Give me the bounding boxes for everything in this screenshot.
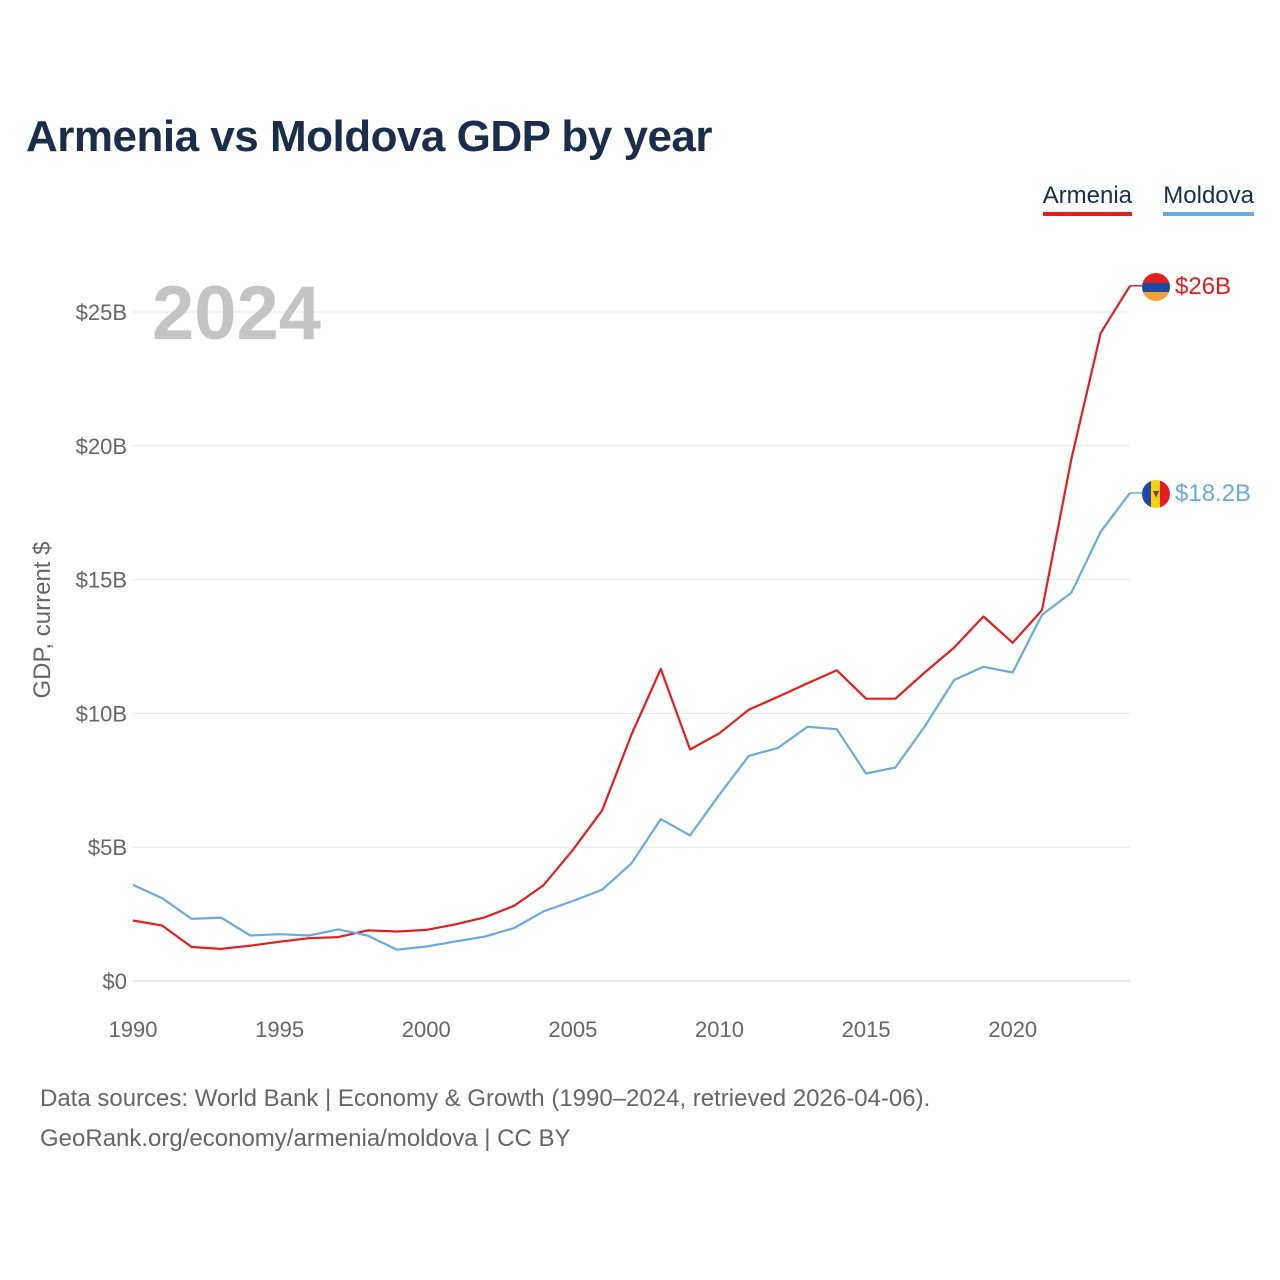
x-tick-label: 1990 bbox=[109, 1017, 158, 1042]
x-tick-label: 2000 bbox=[402, 1017, 451, 1042]
y-tick-label: $0 bbox=[103, 969, 127, 994]
y-tick-label: $5B bbox=[88, 835, 127, 860]
y-axis-label: GDP, current $ bbox=[29, 542, 56, 699]
year-watermark: 2024 bbox=[152, 271, 321, 356]
end-label-armenia: $26B bbox=[1175, 273, 1231, 300]
y-tick-label: $10B bbox=[76, 701, 127, 726]
x-tick-label: 2015 bbox=[842, 1017, 891, 1042]
gridlines bbox=[133, 311, 1130, 982]
legend-item-armenia[interactable]: Armenia bbox=[1042, 182, 1132, 216]
y-tick-label: $15B bbox=[76, 568, 127, 593]
moldova-flag-icon bbox=[1142, 480, 1170, 508]
footer-credit[interactable]: GeoRank.org/economy/armenia/moldova | CC… bbox=[40, 1125, 571, 1152]
y-tick-label: $20B bbox=[76, 434, 127, 459]
x-tick-label: 1995 bbox=[255, 1017, 304, 1042]
series-line-armenia bbox=[132, 285, 1131, 951]
series-line-moldova bbox=[132, 492, 1131, 951]
x-tick-label: 2005 bbox=[548, 1017, 597, 1042]
y-axis: $0 $5B $10B $15B $20B $25B bbox=[76, 300, 127, 994]
y-tick-label: $25B bbox=[76, 300, 127, 325]
series bbox=[132, 285, 1142, 951]
end-label-moldova: $18.2B bbox=[1175, 480, 1251, 507]
x-tick-label: 2020 bbox=[988, 1017, 1037, 1042]
end-labels: $26B $18.2B bbox=[1175, 273, 1251, 507]
x-axis: 1990 1995 2000 2005 2010 2015 2020 bbox=[109, 1017, 1038, 1042]
x-tick-label: 2010 bbox=[695, 1017, 744, 1042]
footer-source: Data sources: World Bank | Economy & Gro… bbox=[40, 1085, 931, 1112]
legend-item-moldova[interactable]: Moldova bbox=[1163, 182, 1254, 216]
chart-title: Armenia vs Moldova GDP by year bbox=[26, 112, 713, 161]
armenia-flag-icon bbox=[1142, 273, 1170, 301]
